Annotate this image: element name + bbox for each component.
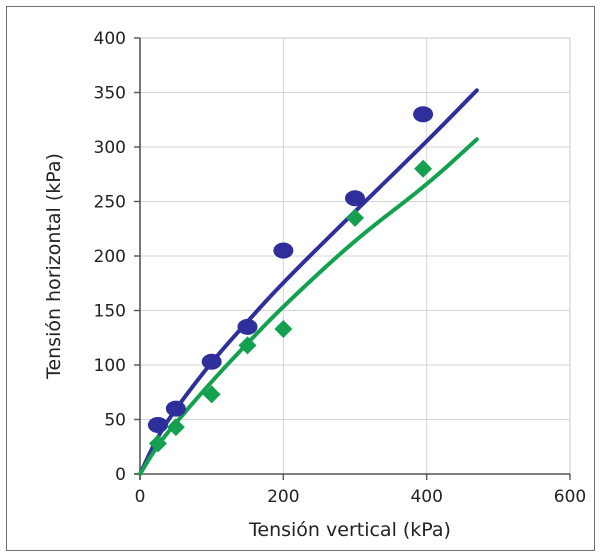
y-axis-title: Tensión horizontal (kPa) <box>43 153 65 380</box>
data-point-diamond <box>346 208 364 227</box>
data-point-circle <box>273 242 294 259</box>
data-marks <box>138 88 479 476</box>
data-point-circle <box>413 106 434 123</box>
data-point-diamond <box>274 320 293 339</box>
y-tick-label: 0 <box>115 465 126 485</box>
data-point-diamond <box>148 434 167 453</box>
y-tick-label: 250 <box>94 193 126 213</box>
data-point-diamond <box>414 159 433 178</box>
y-tick-label: 150 <box>94 302 126 322</box>
y-tick-label: 200 <box>94 247 126 267</box>
x-tick-label: 0 <box>135 487 146 507</box>
x-tick-label: 600 <box>554 487 586 507</box>
data-point-diamond <box>238 336 257 355</box>
data-point-diamond <box>166 418 185 437</box>
data-point-circle <box>345 190 365 207</box>
y-tick-label: 400 <box>94 29 126 49</box>
data-point-circle <box>237 318 258 335</box>
data-point-circle <box>147 416 168 433</box>
x-tick-label: 400 <box>410 487 442 507</box>
y-tick-label: 350 <box>94 84 126 104</box>
data-point-circle <box>165 400 186 417</box>
y-tick-label: 300 <box>94 138 126 158</box>
data-point-circle <box>201 353 222 370</box>
data-point-diamond <box>202 385 221 404</box>
fit-line-circles <box>138 88 479 476</box>
x-tick-label: 200 <box>267 487 299 507</box>
y-tick-label: 50 <box>104 411 126 431</box>
x-axis-title: Tensión vertical (kPa) <box>248 519 451 541</box>
y-tick-label: 100 <box>94 356 126 376</box>
